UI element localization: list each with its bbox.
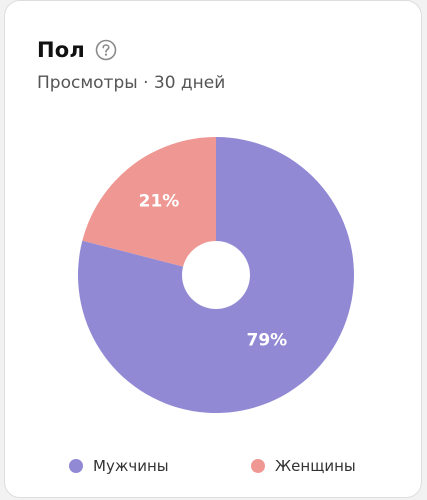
legend-label-female: Женщины (275, 457, 356, 475)
chart-legend: Мужчины Женщины (5, 457, 421, 477)
card-subtitle: Просмотры · 30 дней (37, 73, 226, 93)
gender-pie-chart: 79% 21% (78, 137, 355, 413)
question-circle-icon[interactable] (95, 39, 117, 61)
slice-label-male: 79% (247, 331, 288, 351)
pie-slice-female[interactable] (82, 137, 216, 275)
legend-item-male[interactable]: Мужчины (69, 457, 169, 475)
legend-label-male: Мужчины (93, 457, 169, 475)
card-title: Пол (37, 38, 85, 62)
legend-swatch-male (69, 459, 83, 473)
card-header: Пол (37, 35, 117, 65)
gender-card: Пол Просмотры · 30 дней 79% 21% Мужчины Ж… (4, 0, 422, 498)
slice-label-female: 21% (139, 192, 180, 212)
legend-item-female[interactable]: Женщины (251, 457, 356, 475)
pie-center-hole (182, 241, 250, 309)
legend-swatch-female (251, 459, 265, 473)
